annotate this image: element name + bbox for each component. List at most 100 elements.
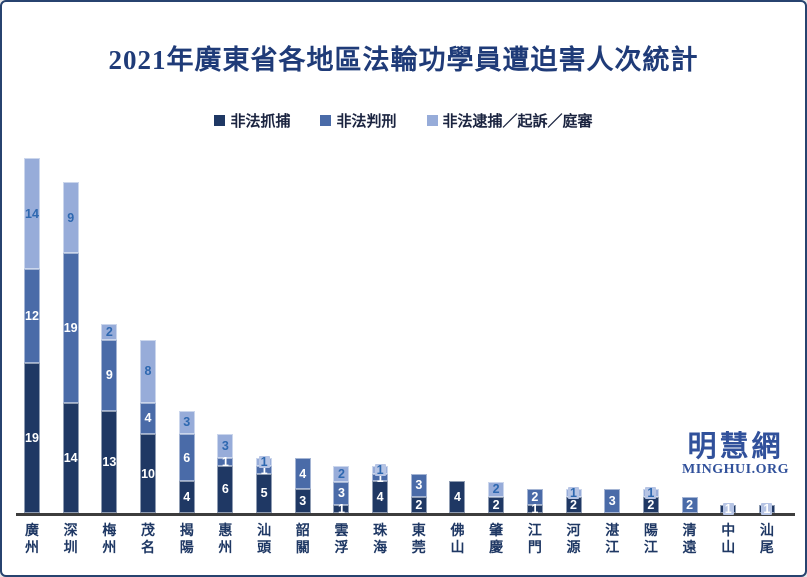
bar-segment-label: 3 — [608, 494, 616, 509]
category-label-18: 清遠 — [682, 524, 697, 556]
bar-segment-label: 1 — [337, 502, 345, 517]
legend-item-label: 非法逮捕／起訴／庭審 — [442, 114, 593, 130]
bar-segment-label: 4 — [453, 490, 461, 505]
bar-segment-label: 1 — [258, 454, 270, 469]
bar-segment: 1 — [720, 502, 737, 517]
bar-segment-label: 2 — [492, 498, 500, 513]
bar-segment: 2 — [410, 497, 427, 513]
bar-segment-label: 3 — [337, 486, 345, 501]
bar-segment: 9 — [101, 339, 118, 411]
legend-item-label: 非法抓捕 — [230, 114, 291, 130]
bar-segment-label: 10 — [141, 466, 155, 481]
bar-segment-label: 2 — [686, 498, 694, 513]
bar-segment: 4 — [178, 481, 195, 513]
bar-segment-label: 2 — [105, 324, 113, 339]
legend-item-1: 非法判刑 — [320, 110, 397, 131]
bar-segment-label: 9 — [105, 368, 113, 383]
bar-segment: 14 — [62, 402, 79, 513]
bar-segment: 2 — [526, 489, 543, 506]
category-label-4: 茂名 — [141, 524, 156, 556]
bar-segment-label: 6 — [221, 482, 229, 497]
category-label-19: 中山 — [721, 524, 736, 556]
bar-segment: 2 — [488, 497, 505, 513]
bar-segment: 1 — [642, 486, 659, 501]
legend-item-label: 非法判刑 — [336, 114, 397, 130]
category-label-7: 汕頭 — [257, 524, 272, 556]
bar-segment-label: 1 — [374, 462, 386, 477]
bar-segment: 3 — [604, 489, 621, 513]
bar-6: 6 1 3 — [217, 434, 234, 513]
bar-segment-label: 1 — [645, 486, 657, 501]
bar-segment-label: 2 — [492, 482, 500, 497]
category-label-17: 陽江 — [643, 524, 658, 556]
bar-segment: 4 — [140, 402, 157, 435]
x-axis-line — [16, 513, 795, 516]
bar-12: 4 — [449, 481, 466, 513]
category-label-3: 梅州 — [102, 524, 117, 556]
legend-item-2: 非法逮捕／起訴／庭審 — [426, 110, 593, 131]
bar-segment-label: 9 — [67, 210, 75, 225]
bar-segment-label: 3 — [415, 478, 423, 493]
bar-segment: 3 — [410, 473, 427, 498]
bar-segment-label: 3 — [183, 415, 191, 430]
bar-segment-label: 1 — [722, 502, 734, 517]
bar-segment-label: 3 — [299, 494, 307, 509]
minghui-logo-en: MINGHUI.ORG — [682, 462, 789, 477]
bar-segment-label: 4 — [299, 466, 307, 481]
bar-segment-label: 3 — [221, 439, 229, 454]
chart-title: 2021年廣東省各地區法輪功學員遭迫害人次統計 — [108, 45, 699, 75]
bar-segment-label: 5 — [260, 486, 268, 501]
bar-4: 10 4 8 — [140, 339, 157, 513]
bar-segment: 1 — [217, 456, 234, 468]
bar-segment: 12 — [24, 268, 40, 364]
bar-segment: 4 — [294, 457, 311, 490]
bar-segment-label: 2 — [531, 490, 539, 505]
bar-segment-label: 12 — [25, 309, 39, 323]
bar-segment-label: 2 — [647, 498, 655, 513]
category-label-9: 雲浮 — [334, 524, 349, 556]
legend-swatch-icon — [320, 115, 332, 126]
bar-segment: 4 — [372, 481, 389, 513]
bar-segment: 3 — [217, 434, 234, 458]
bar-segment-label: 2 — [570, 498, 577, 513]
legend-swatch-icon — [426, 115, 438, 126]
bar-segment: 3 — [333, 481, 350, 506]
bar-segment: 2 — [333, 465, 350, 482]
bar-segment: 1 — [565, 487, 582, 500]
bar-19: 1 — [720, 502, 737, 517]
category-label-8: 韶關 — [295, 524, 310, 556]
category-label-11: 東莞 — [411, 524, 426, 556]
bar-segment-label: 19 — [63, 320, 78, 335]
bar-2: 14 19 9 — [62, 182, 79, 513]
bar-segment: 1 — [333, 502, 350, 517]
bar-segment-label: 14 — [63, 450, 78, 465]
bar-segment-label: 1 — [761, 502, 773, 517]
category-label-5: 揭陽 — [179, 524, 194, 556]
bar-segment: 13 — [101, 410, 118, 513]
bar-segment: 2 — [488, 481, 505, 498]
bar-16: 3 — [604, 489, 621, 513]
bar-segment: 6 — [217, 465, 234, 513]
bar-segment-label: 4 — [376, 490, 384, 505]
bar-segment-label: 2 — [337, 466, 345, 481]
bar-segment-label: 4 — [144, 411, 152, 426]
bar-segment-label: 4 — [183, 490, 191, 505]
bar-segment-label: 8 — [144, 364, 152, 379]
bar-segment-label: 1 — [260, 462, 268, 477]
bar-segment-label: 19 — [25, 431, 39, 446]
bar-segment: 19 — [62, 252, 79, 403]
bar-segment: 6 — [178, 434, 195, 482]
bar-segment: 2 — [681, 497, 698, 513]
bar-segment: 1 — [256, 454, 273, 469]
bar-segment-label: 1 — [376, 470, 384, 485]
category-label-20: 汕尾 — [759, 524, 774, 556]
bar-segment: 4 — [449, 481, 466, 513]
